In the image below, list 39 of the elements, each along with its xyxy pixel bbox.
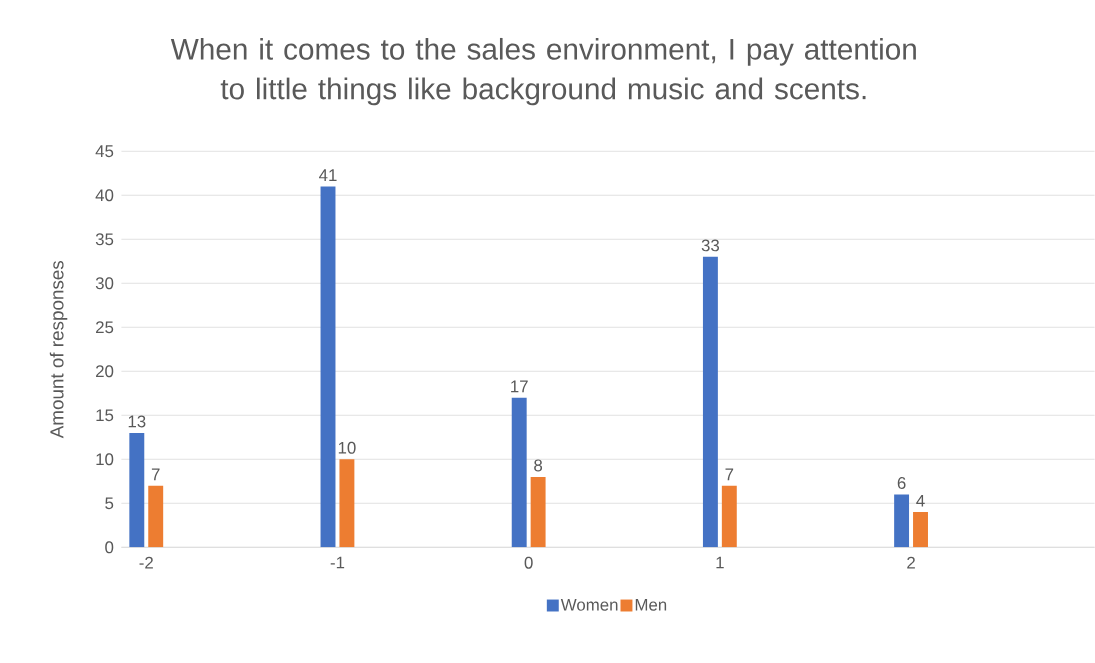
bar — [320, 186, 336, 548]
x-tick-label: 0 — [524, 556, 533, 569]
y-tick-label: 0 — [105, 541, 114, 554]
x-tick-label: -2 — [139, 556, 153, 569]
legend-label: Men — [635, 599, 667, 611]
data-label: 6 — [897, 477, 906, 490]
data-label: 10 — [338, 441, 356, 454]
y-axis-title: Amount of responses — [49, 261, 68, 439]
data-label: 8 — [534, 459, 543, 472]
y-tick-label: 25 — [96, 321, 114, 334]
data-label: 7 — [725, 468, 734, 481]
x-tick-label: -1 — [330, 556, 345, 569]
y-tick-label: 35 — [95, 233, 114, 246]
y-tick-label: 10 — [96, 453, 114, 466]
bar — [511, 397, 527, 548]
data-label: 4 — [916, 495, 925, 507]
y-tick-label: 40 — [95, 189, 114, 202]
bar — [129, 433, 145, 548]
bar — [148, 485, 164, 548]
bar — [339, 459, 355, 548]
bar — [702, 256, 718, 548]
x-tick-label: 1 — [716, 556, 724, 569]
bar — [530, 477, 546, 548]
y-tick-label: 5 — [105, 497, 114, 510]
y-tick-label: 15 — [96, 409, 114, 422]
y-tick-label: 45 — [95, 145, 114, 158]
bar — [894, 494, 910, 548]
x-tick-label: 2 — [907, 556, 915, 569]
y-tick-label: 30 — [95, 277, 114, 290]
legend-label: Women — [560, 599, 618, 611]
y-tick-label: 20 — [96, 365, 114, 378]
data-label: 33 — [701, 239, 720, 252]
chart-title: When it comes to the sales environment, I pay attention to little things like background music and scents. — [170, 38, 916, 106]
bar — [721, 485, 737, 548]
data-label: 41 — [319, 169, 337, 182]
data-label: 17 — [511, 380, 528, 393]
data-label: 13 — [128, 415, 146, 428]
data-label: 7 — [151, 468, 160, 481]
bar — [913, 512, 928, 548]
